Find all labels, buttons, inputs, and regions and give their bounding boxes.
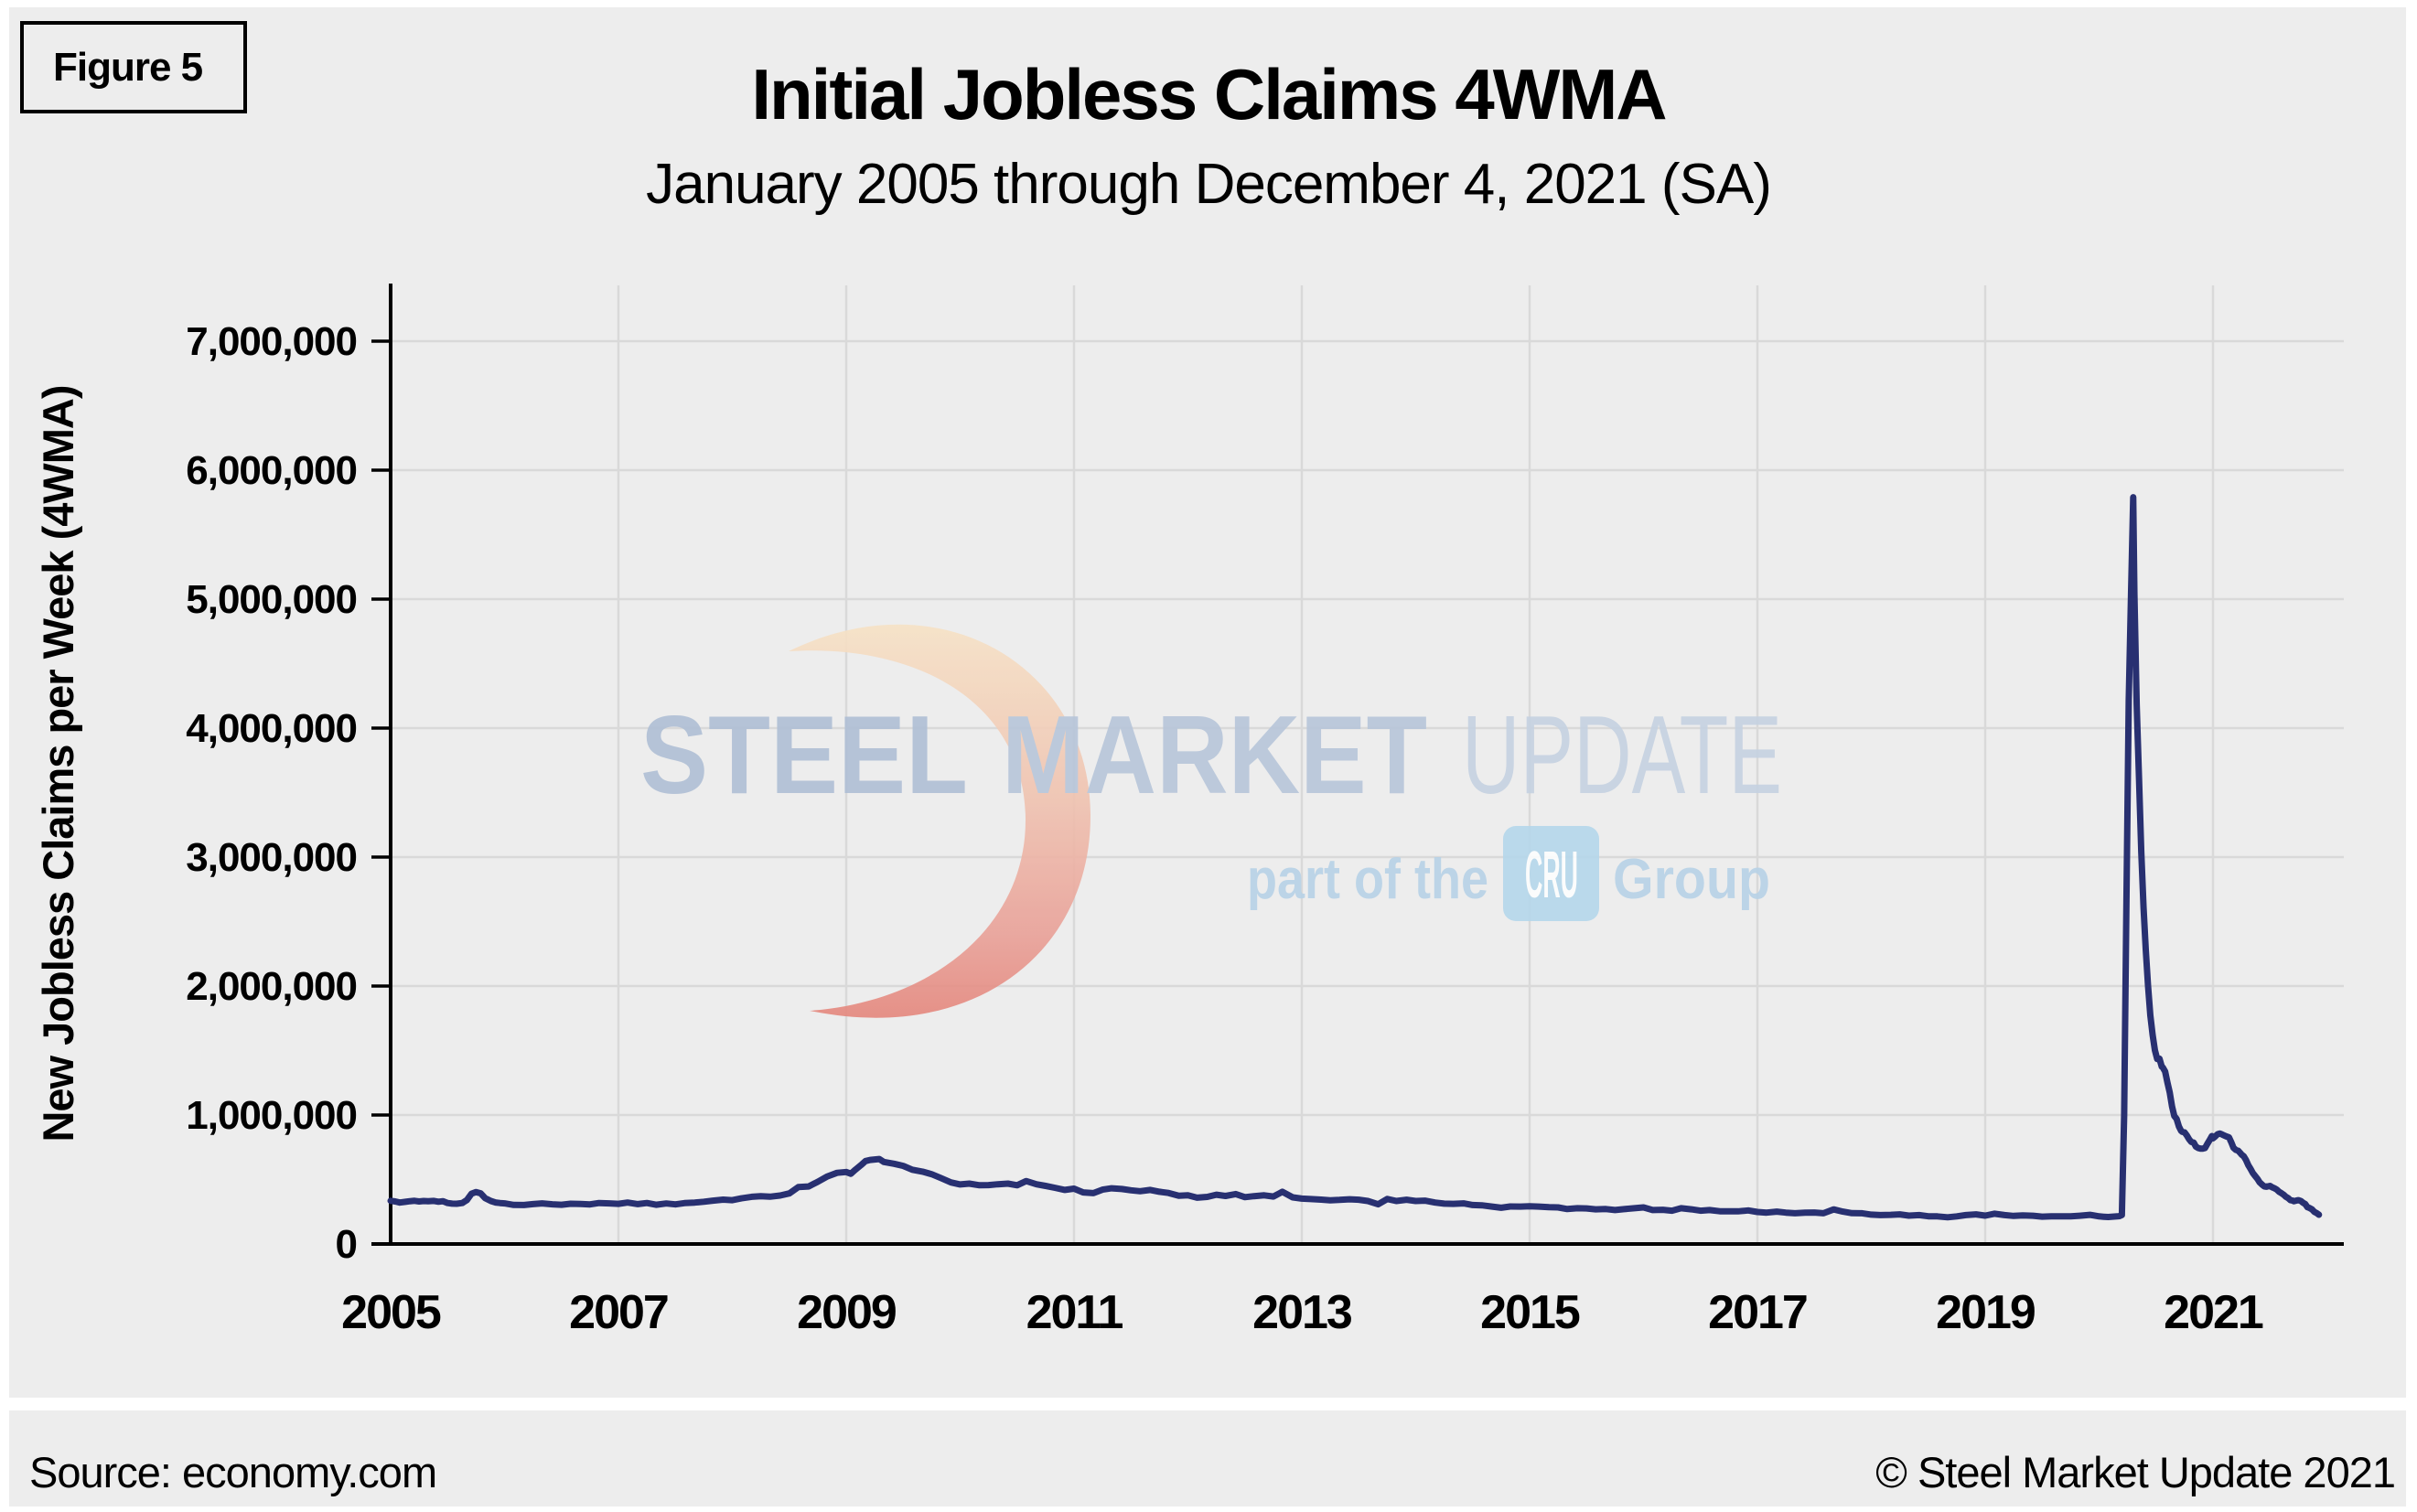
y-tick-label: 2,000,000: [186, 964, 357, 1009]
y-tick-label: 3,000,000: [186, 835, 357, 880]
y-tick-label: 4,000,000: [186, 706, 357, 751]
page-margin-right: [2406, 0, 2417, 1512]
x-tick-label: 2019: [1936, 1286, 2035, 1339]
axis-labels: 0 1,000,000 2,000,000 3,000,000 4,000,000 5,0…: [34, 319, 2265, 1339]
page-margin-top: [0, 0, 2417, 7]
copyright-note: © Steel Market Update 2021: [1875, 1448, 2396, 1496]
footer-separator: [0, 1398, 2417, 1410]
chart-title: Initial Jobless Claims 4WMA: [751, 54, 1667, 134]
watermark-word-steel: STEEL: [640, 692, 968, 817]
figure-label: Figure 5: [53, 44, 203, 90]
source-note: Source: economy.com: [29, 1448, 437, 1496]
watermark-word-update: UPDATE: [1462, 692, 1782, 817]
y-tick-label: 0: [336, 1222, 357, 1267]
x-tick-label: 2013: [1252, 1286, 1352, 1339]
cru-logo-text: CRU: [1525, 839, 1578, 912]
y-tick-label: 5,000,000: [186, 577, 357, 622]
watermark-tagline-suffix: Group: [1613, 848, 1770, 911]
steel-market-update-watermark: STEEL MARKET UPDATE part of the CRU Grou…: [640, 624, 1782, 1018]
x-tick-label: 2017: [1708, 1286, 1807, 1339]
y-tick-label: 7,000,000: [186, 319, 357, 364]
y-tick-label: 6,000,000: [186, 448, 357, 493]
gridlines: [391, 285, 2344, 1244]
y-axis-title: New Jobless Claims per Week (4WMA): [34, 385, 82, 1142]
axes: [371, 284, 2344, 1246]
watermark-word-market: MARKET: [1002, 692, 1427, 817]
x-tick-label: 2015: [1480, 1286, 1580, 1339]
watermark-tagline-prefix: part of the: [1247, 848, 1488, 911]
x-tick-label: 2021: [2164, 1286, 2263, 1339]
figure-label-box: Figure 5: [20, 21, 247, 113]
cru-logo-box: [1503, 826, 1599, 921]
x-tick-label: 2005: [341, 1286, 441, 1339]
x-tick-label: 2011: [1026, 1286, 1123, 1339]
crescent-logo-icon: [789, 624, 1090, 1018]
page-margin-left: [0, 0, 9, 1512]
jobless-claims-line-series: [387, 494, 2323, 1221]
x-tick-label: 2009: [797, 1286, 896, 1339]
y-tick-label: 1,000,000: [186, 1093, 357, 1138]
chart-subtitle: January 2005 through December 4, 2021 (S…: [646, 153, 1772, 216]
x-tick-label: 2007: [569, 1286, 668, 1339]
page-margin-bottom: [0, 1507, 2417, 1512]
